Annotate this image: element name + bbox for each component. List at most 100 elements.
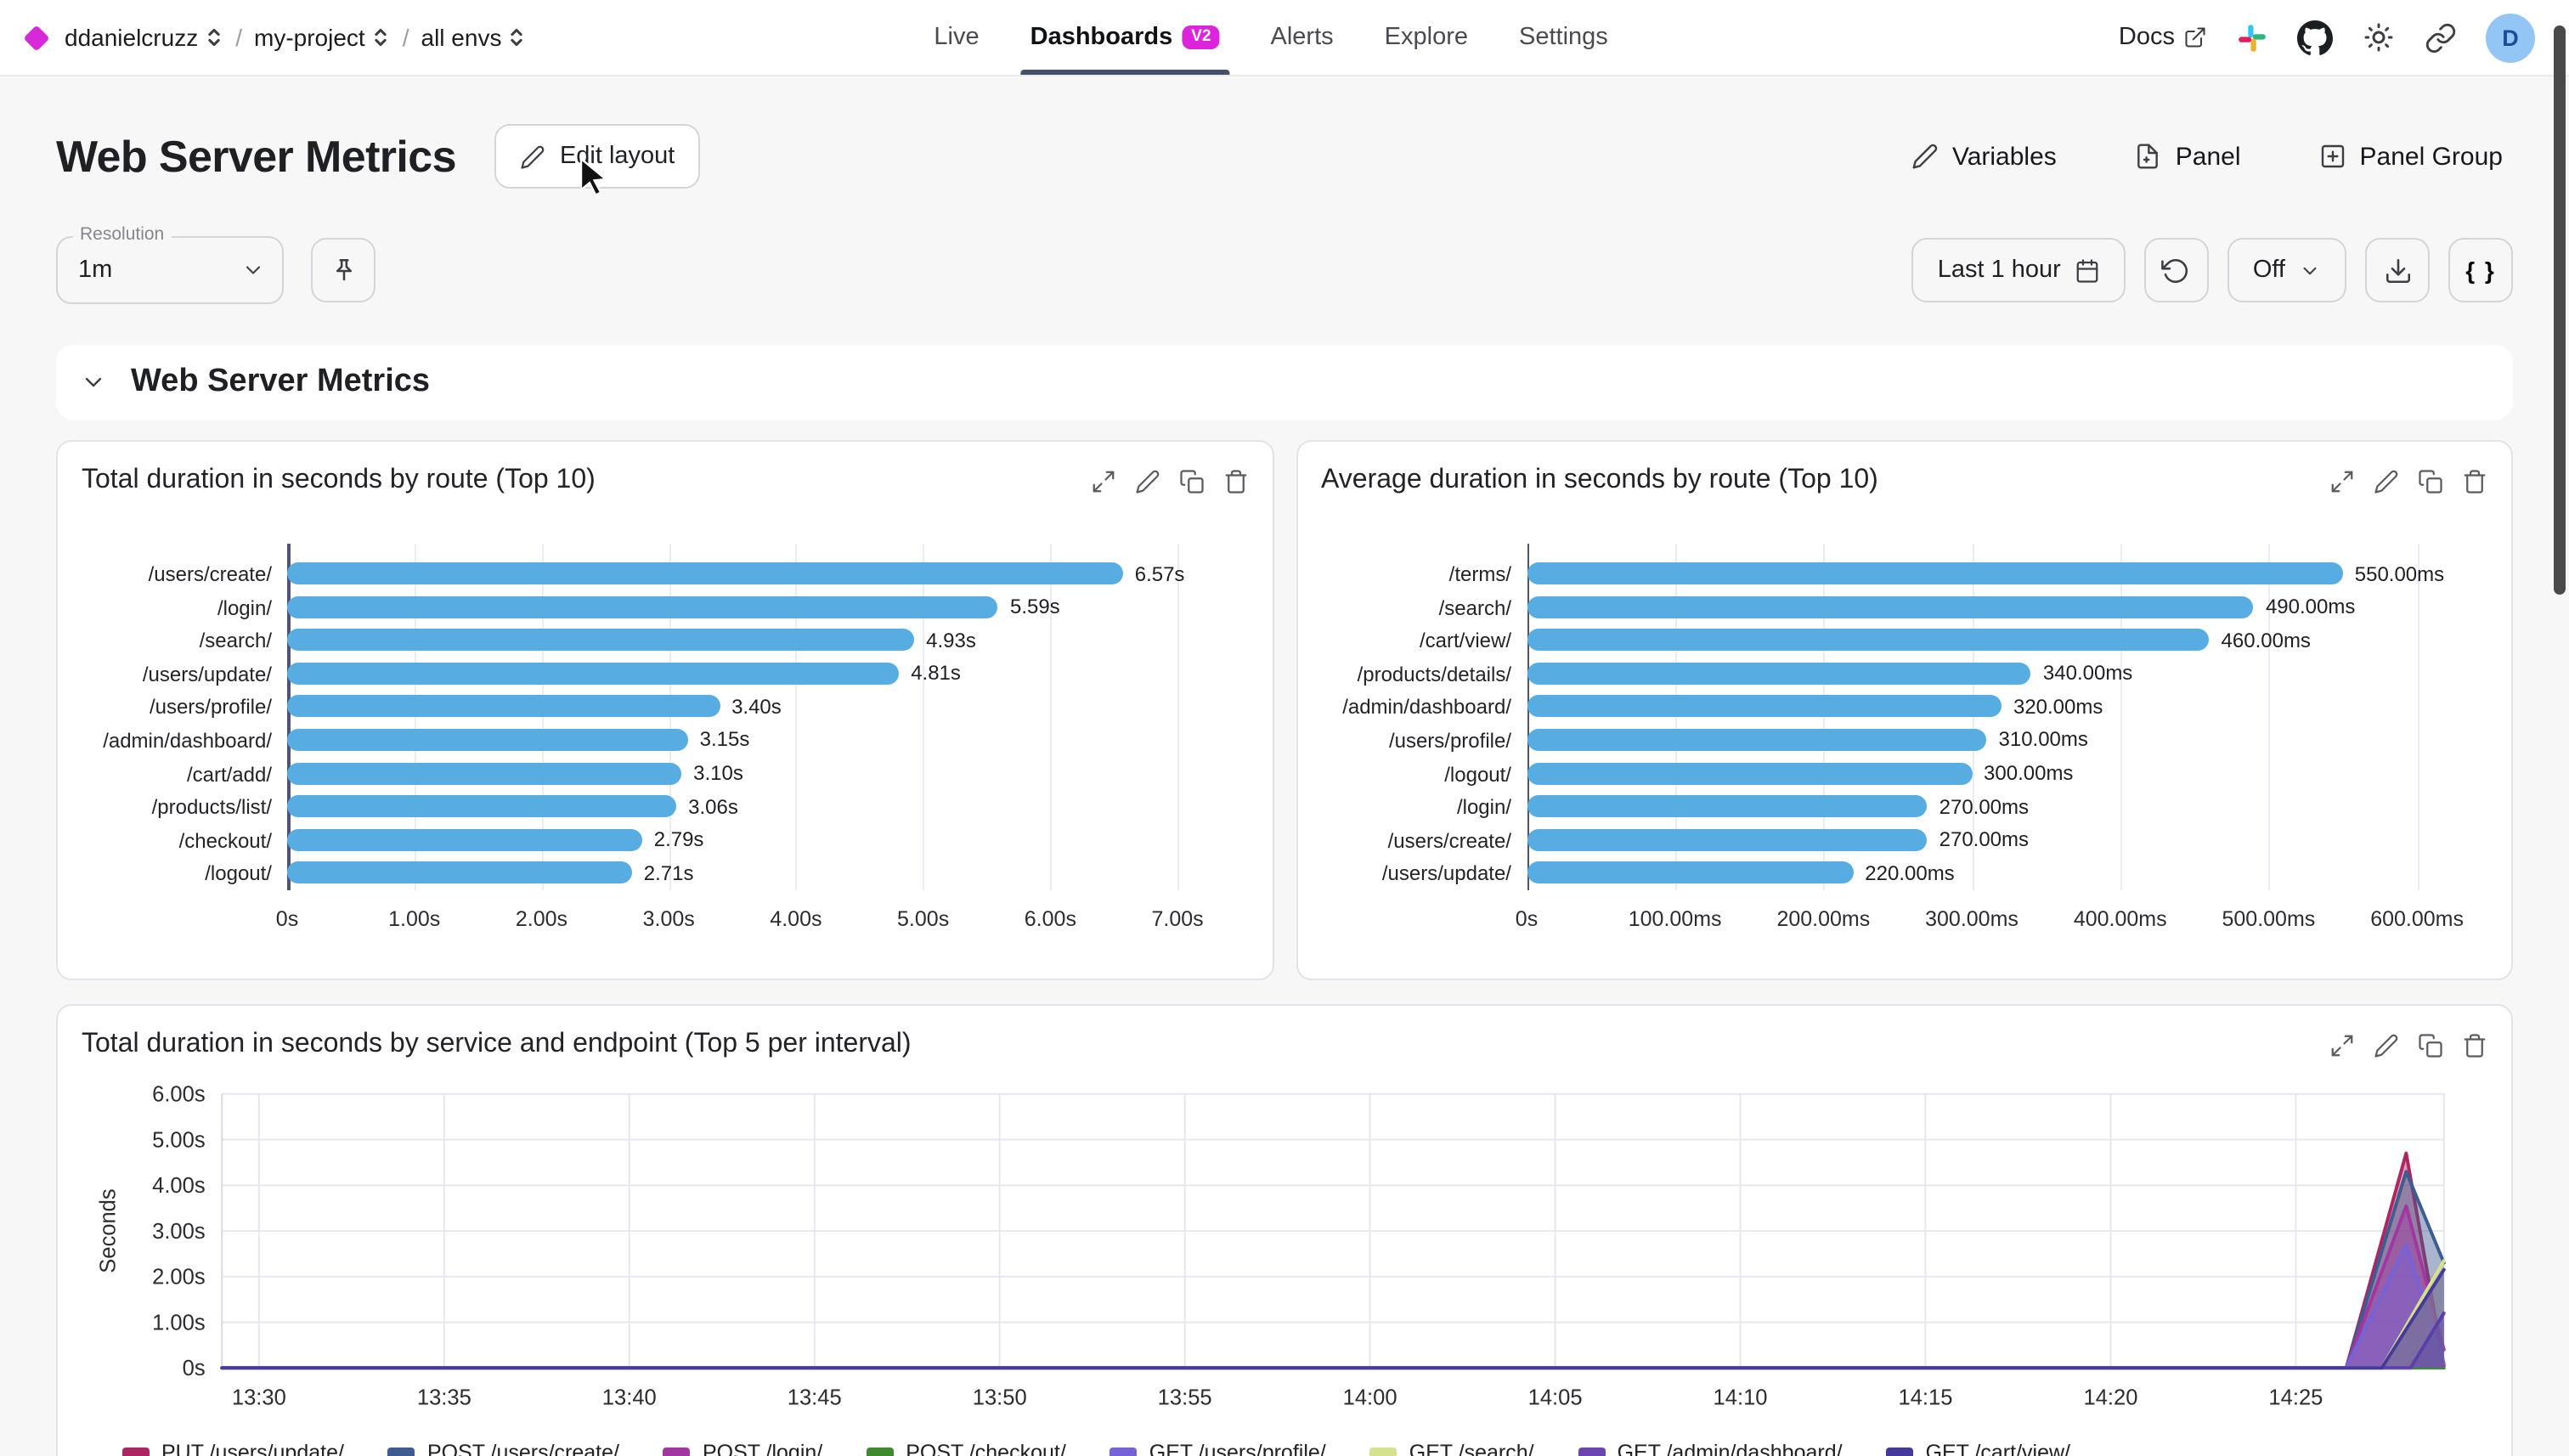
bar[interactable]: [287, 861, 632, 884]
time-range-button[interactable]: Last 1 hour: [1911, 238, 2126, 302]
bar[interactable]: [1527, 595, 2254, 618]
main-nav: Live Dashboards V2 Alerts Explore Settin…: [934, 0, 1608, 75]
bar-row: /products/list/3.06s: [152, 790, 1245, 823]
bar[interactable]: [287, 762, 682, 785]
theme-sun-icon[interactable]: [2362, 20, 2396, 54]
legend-item[interactable]: GET /admin/dashboard/: [1578, 1442, 1843, 1456]
y-tick-label: 0s: [183, 1357, 206, 1380]
expand-icon[interactable]: [1090, 468, 1115, 494]
bar[interactable]: [1527, 728, 1987, 751]
gridline: [923, 544, 925, 890]
copy-icon[interactable]: [2418, 1032, 2443, 1058]
bar[interactable]: [1527, 695, 2002, 718]
expand-icon[interactable]: [2329, 1032, 2355, 1058]
user-avatar[interactable]: D: [2486, 13, 2535, 62]
breadcrumb-org[interactable]: ddanielcruzz: [65, 24, 223, 51]
legend-item[interactable]: PUT /users/update/: [122, 1442, 344, 1456]
legend-item[interactable]: GET /search/: [1369, 1442, 1534, 1456]
json-button[interactable]: { }: [2448, 238, 2513, 302]
bar[interactable]: [1527, 629, 2210, 652]
bar[interactable]: [287, 695, 720, 718]
refresh-button[interactable]: [2143, 238, 2209, 302]
collapse-chevron-icon[interactable]: [80, 369, 107, 396]
bar[interactable]: [1527, 562, 2343, 584]
bar-value-label: 2.71s: [643, 861, 694, 885]
bar-value-label: 320.00ms: [2013, 694, 2103, 719]
bar[interactable]: [287, 562, 1123, 584]
auto-refresh-select[interactable]: Off: [2227, 238, 2346, 302]
pin-button[interactable]: [311, 238, 375, 302]
legend-item[interactable]: POST /users/create/: [387, 1442, 619, 1456]
edit-icon[interactable]: [1134, 468, 1160, 494]
bar-value-label: 4.81s: [911, 661, 961, 686]
legend-item[interactable]: POST /login/: [663, 1442, 822, 1456]
gridline: [2268, 544, 2271, 890]
expand-icon[interactable]: [2329, 468, 2355, 494]
bar[interactable]: [287, 828, 642, 851]
breadcrumb: ddanielcruzz / my-project / all envs: [23, 24, 528, 51]
x-tick-label: 300.00ms: [1925, 906, 2019, 931]
add-panel-group-button[interactable]: Panel Group: [2309, 140, 2513, 172]
delete-icon[interactable]: [2462, 468, 2487, 494]
copy-icon[interactable]: [1178, 468, 1204, 494]
chart-legend: PUT /users/update/POST /users/create/POS…: [58, 1438, 2511, 1456]
docs-link[interactable]: Docs: [2119, 24, 2207, 51]
download-button[interactable]: [2365, 238, 2430, 302]
variables-button[interactable]: Variables: [1901, 140, 2067, 172]
bar[interactable]: [287, 629, 915, 652]
panel-title: Total duration in seconds by service and…: [82, 1030, 912, 1058]
slack-icon[interactable]: [2236, 21, 2268, 54]
github-icon[interactable]: [2297, 20, 2333, 55]
edit-icon[interactable]: [2374, 1032, 2399, 1058]
chevron-down-icon: [2303, 266, 2317, 274]
bar[interactable]: [1527, 828, 1928, 851]
add-panel-button[interactable]: Panel: [2125, 140, 2251, 172]
nav-dashboards[interactable]: Dashboards V2: [1019, 0, 1231, 75]
nav-explore[interactable]: Explore: [1384, 24, 1469, 51]
bar-category-label: /products/list/: [151, 795, 272, 820]
nav-settings[interactable]: Settings: [1519, 24, 1608, 51]
panel-label: Panel: [2175, 142, 2241, 171]
bar[interactable]: [287, 662, 900, 685]
legend-item[interactable]: GET /cart/view/: [1886, 1442, 2070, 1456]
copy-icon[interactable]: [2418, 468, 2443, 494]
pin-icon: [335, 257, 352, 280]
bar[interactable]: [1527, 795, 1928, 818]
x-tick-label: 14:20: [2083, 1386, 2137, 1410]
gridline: [2417, 544, 2419, 890]
x-tick-label: 7.00s: [1151, 906, 1204, 931]
bar[interactable]: [287, 728, 688, 751]
bar-value-label: 270.00ms: [1939, 827, 2030, 852]
edit-layout-button[interactable]: Edit layout: [494, 124, 701, 189]
bar[interactable]: [287, 595, 998, 618]
bar[interactable]: [287, 795, 677, 818]
braces-icon: { }: [2465, 257, 2496, 284]
bar[interactable]: [1527, 861, 1854, 884]
bar-category-label: /logout/: [1444, 762, 1511, 787]
breadcrumb-separator: /: [235, 24, 242, 51]
resolution-select[interactable]: Resolution 1m: [56, 224, 284, 304]
page-title: Web Server Metrics: [56, 130, 457, 181]
bar-value-label: 220.00ms: [1865, 861, 1955, 885]
legend-item[interactable]: POST /checkout/: [867, 1442, 1066, 1456]
nav-alerts[interactable]: Alerts: [1270, 24, 1334, 51]
page-scrollbar[interactable]: [2554, 25, 2566, 595]
y-tick-label: 1.00s: [152, 1311, 206, 1335]
bar-row: /users/profile/310.00ms: [1389, 724, 2484, 757]
edit-icon[interactable]: [2374, 468, 2399, 494]
delete-icon[interactable]: [2462, 1032, 2487, 1058]
share-link-icon[interactable]: [2425, 21, 2457, 54]
breadcrumb-project[interactable]: my-project: [254, 24, 391, 51]
nav-live[interactable]: Live: [934, 24, 980, 51]
edit-layout-label: Edit layout: [559, 143, 675, 170]
breadcrumb-env[interactable]: all envs: [421, 24, 528, 51]
legend-item[interactable]: GET /users/profile/: [1109, 1442, 1326, 1456]
bar[interactable]: [1527, 662, 2031, 685]
breadcrumb-org-label: ddanielcruzz: [65, 24, 199, 51]
bar-category-label: /users/create/: [1387, 828, 1511, 853]
bar[interactable]: [1527, 762, 1973, 785]
bar-row: /logout/2.71s: [205, 857, 1245, 890]
delete-icon[interactable]: [1222, 468, 1248, 494]
bar-value-label: 310.00ms: [1998, 727, 2088, 752]
refresh-icon: [2161, 258, 2188, 282]
